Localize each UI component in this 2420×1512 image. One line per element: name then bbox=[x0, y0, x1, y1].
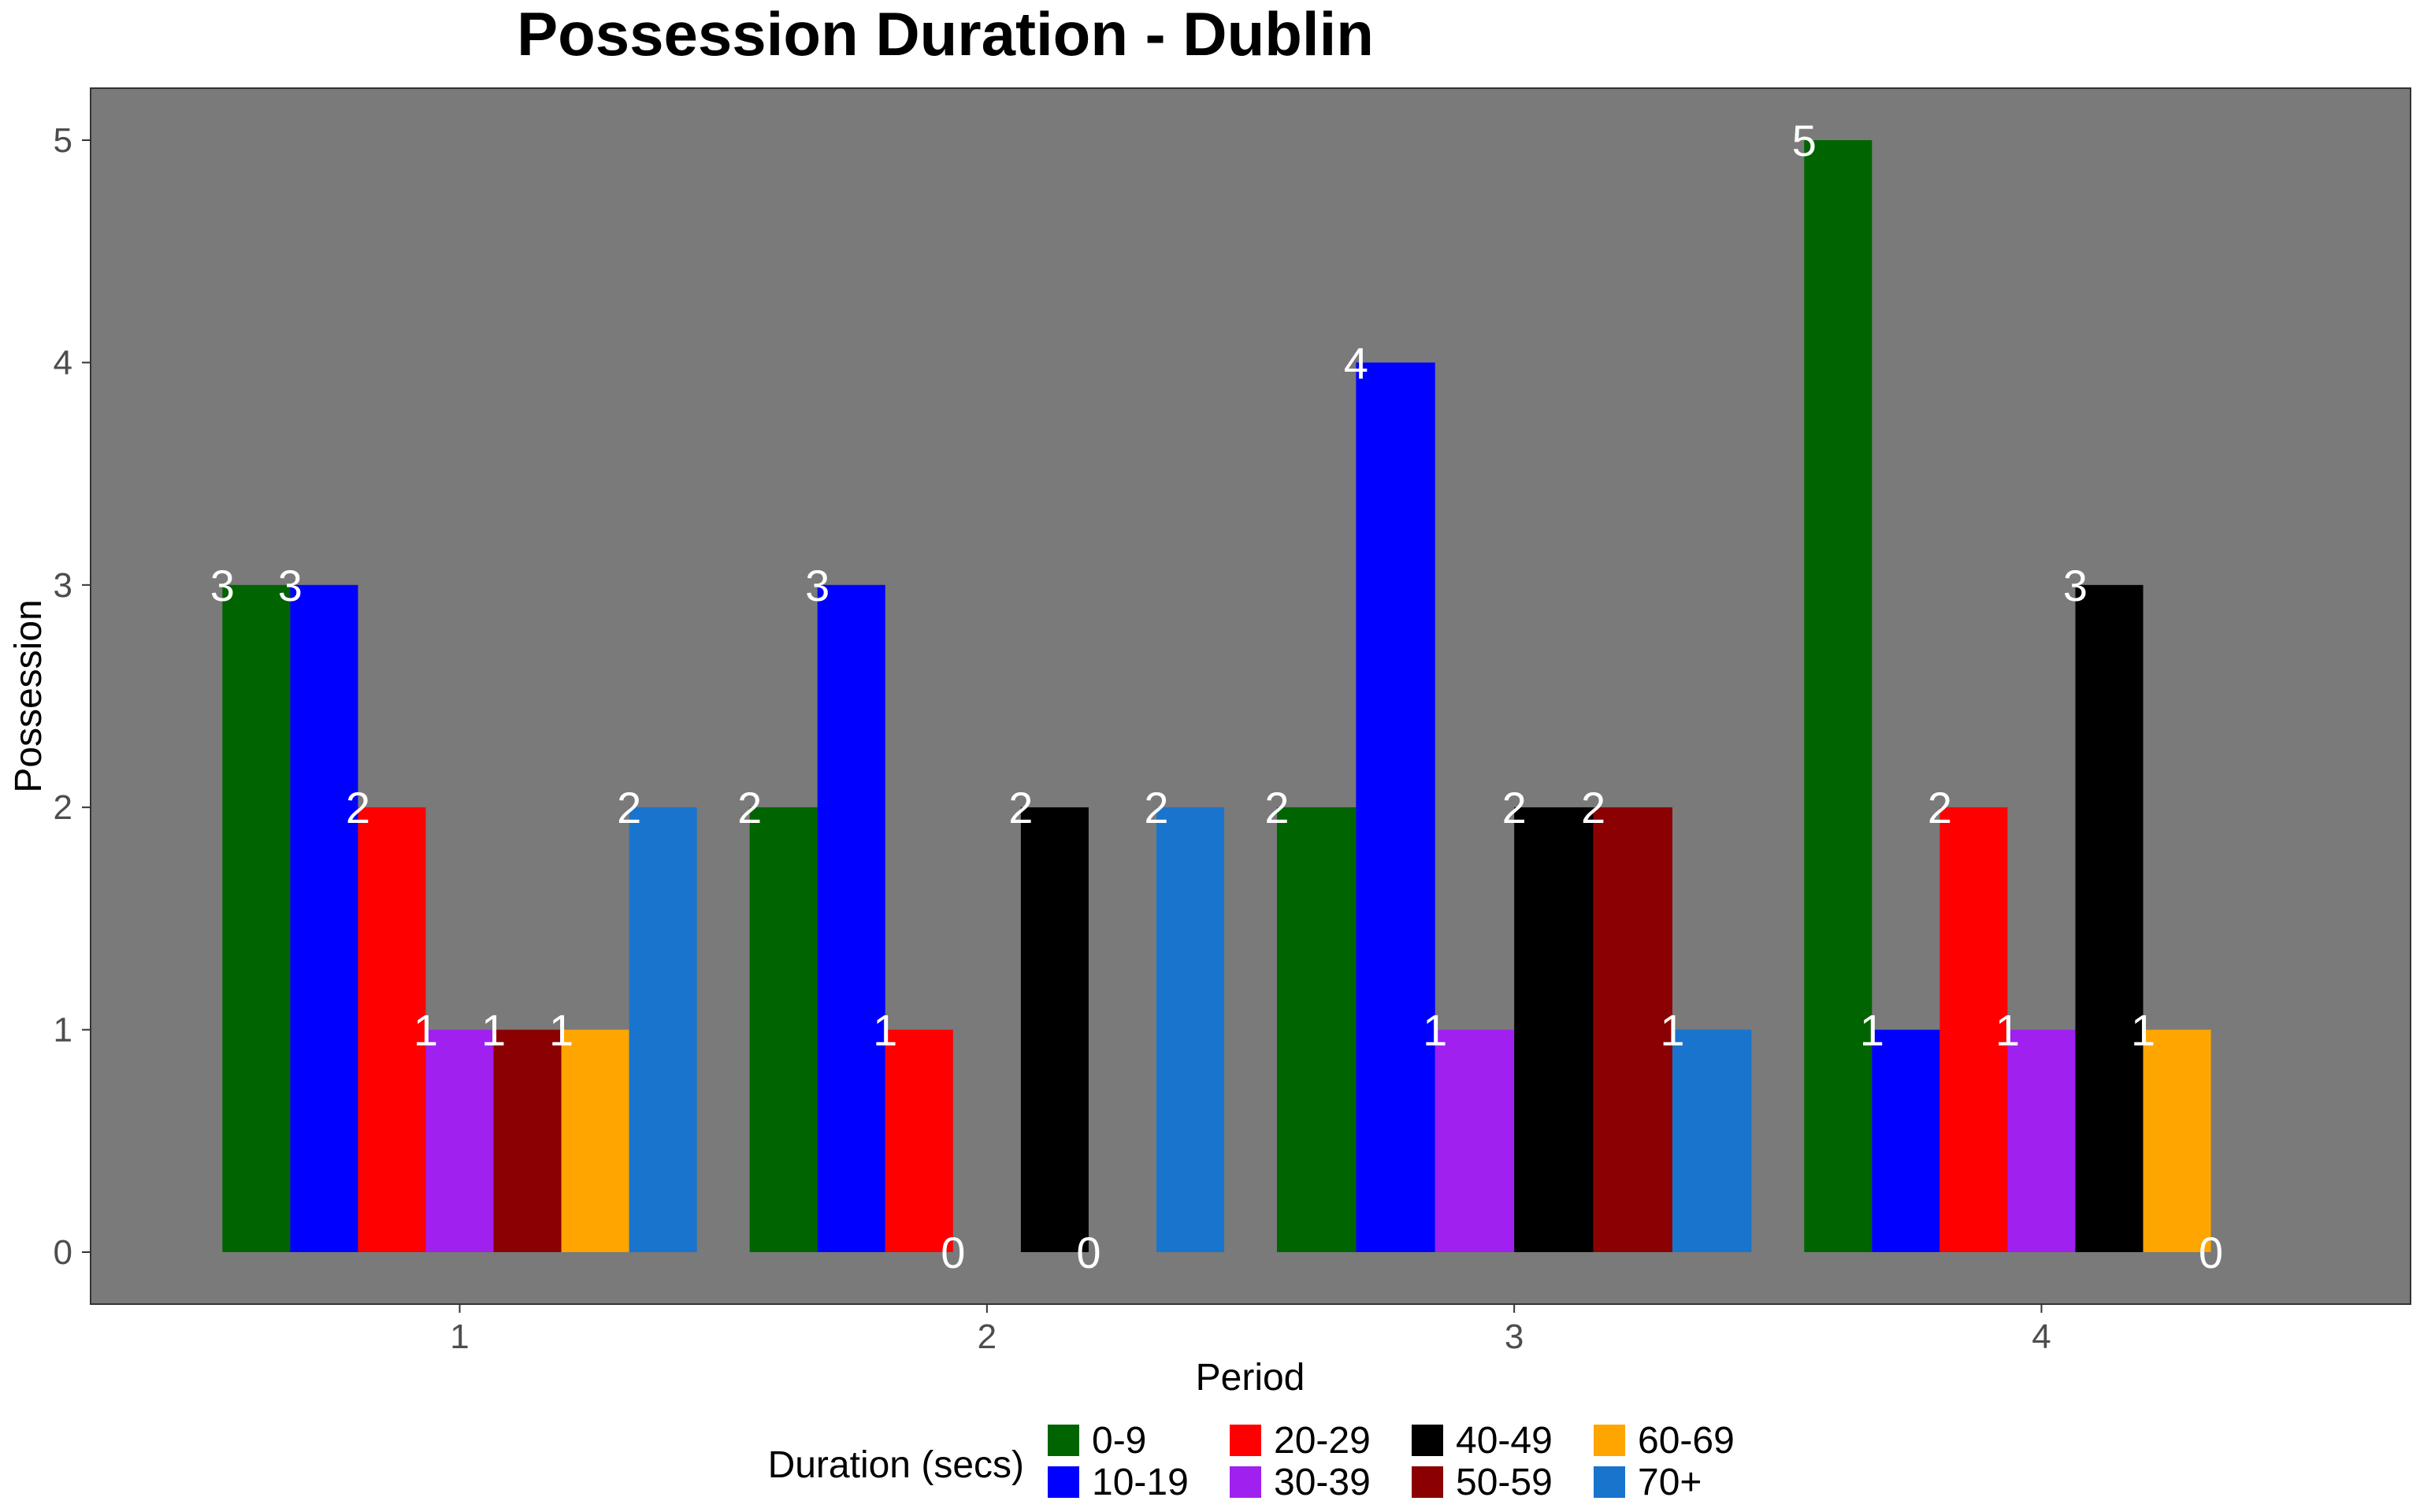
bar bbox=[1939, 807, 2008, 1252]
bar bbox=[817, 584, 885, 1252]
bar bbox=[1593, 807, 1672, 1252]
y-tick-label: 1 bbox=[54, 1011, 72, 1050]
y-tick-label: 3 bbox=[54, 566, 72, 605]
x-tick-label: 4 bbox=[2032, 1317, 2051, 1356]
legend-label: 10-19 bbox=[1092, 1462, 1189, 1503]
bar-value-label: 2 bbox=[346, 783, 370, 832]
y-tick-label: 0 bbox=[54, 1233, 72, 1272]
chart-title: Possession Duration - Dublin bbox=[517, 0, 1374, 69]
bar-value-label: 0 bbox=[941, 1228, 965, 1277]
bar-value-label: 3 bbox=[210, 561, 235, 610]
bar bbox=[749, 807, 818, 1252]
bar-value-label: 4 bbox=[1344, 338, 1368, 387]
bar bbox=[358, 807, 426, 1252]
x-tick-label: 2 bbox=[978, 1317, 997, 1356]
bar bbox=[1672, 1029, 1752, 1252]
legend-key bbox=[1048, 1425, 1079, 1456]
bar bbox=[629, 807, 697, 1252]
bar-value-label: 2 bbox=[1264, 783, 1289, 832]
bar-value-label: 2 bbox=[1928, 783, 1952, 832]
bar bbox=[1276, 807, 1357, 1252]
bar-value-label: 1 bbox=[1423, 1006, 1447, 1055]
bar-value-label: 1 bbox=[1995, 1006, 2020, 1055]
legend-key bbox=[1412, 1425, 1443, 1456]
legend-label: 70+ bbox=[1638, 1462, 1702, 1503]
bar bbox=[885, 1029, 953, 1252]
bar bbox=[2075, 584, 2143, 1252]
x-axis: 1 2 3 4 bbox=[450, 1304, 2051, 1356]
bar-value-label: 2 bbox=[737, 783, 762, 832]
bar bbox=[1514, 807, 1594, 1252]
bar-value-label: 3 bbox=[805, 561, 830, 610]
bar bbox=[222, 584, 291, 1252]
legend-key bbox=[1230, 1425, 1261, 1456]
bar bbox=[561, 1029, 629, 1252]
bar-value-label: 3 bbox=[278, 561, 302, 610]
bar-value-label: 1 bbox=[549, 1006, 573, 1055]
y-axis: 0 1 2 3 4 5 bbox=[54, 121, 91, 1272]
bar bbox=[1435, 1029, 1515, 1252]
bar-value-label: 1 bbox=[873, 1006, 897, 1055]
bar-value-label: 1 bbox=[481, 1006, 506, 1055]
bar bbox=[290, 584, 358, 1252]
y-tick-label: 4 bbox=[54, 343, 72, 382]
bar-value-label: 5 bbox=[1792, 116, 1817, 165]
bar bbox=[2007, 1029, 2076, 1252]
legend-key bbox=[1594, 1466, 1625, 1498]
legend-key bbox=[1230, 1466, 1261, 1498]
legend-label: 20-29 bbox=[1274, 1420, 1371, 1462]
bar-value-label: 2 bbox=[1581, 783, 1605, 832]
x-tick-label: 1 bbox=[450, 1317, 469, 1356]
bar bbox=[1020, 807, 1089, 1252]
legend-key bbox=[1412, 1466, 1443, 1498]
x-tick-label: 3 bbox=[1505, 1317, 1524, 1356]
bar-value-label: 2 bbox=[1502, 783, 1527, 832]
y-tick-label: 5 bbox=[54, 121, 72, 160]
bar-value-label: 1 bbox=[1660, 1006, 1684, 1055]
x-axis-title: Period bbox=[1196, 1357, 1305, 1399]
legend-label: 50-59 bbox=[1456, 1462, 1553, 1503]
bar bbox=[425, 1029, 494, 1252]
legend-label: 40-49 bbox=[1456, 1420, 1553, 1462]
y-tick-label: 2 bbox=[54, 788, 72, 827]
bar bbox=[1804, 140, 1873, 1252]
bar bbox=[1356, 362, 1435, 1252]
bar bbox=[2143, 1029, 2211, 1252]
y-axis-title: Possession bbox=[8, 599, 50, 792]
legend-key bbox=[1048, 1466, 1079, 1498]
bar bbox=[493, 1029, 562, 1252]
bar-value-label: 0 bbox=[1076, 1228, 1101, 1277]
legend-title: Duration (secs) bbox=[768, 1444, 1024, 1486]
bar-value-label: 2 bbox=[1144, 783, 1168, 832]
bar-value-label: 0 bbox=[2199, 1228, 2223, 1277]
bar-value-label: 1 bbox=[2131, 1006, 2155, 1055]
bar-value-label: 2 bbox=[617, 783, 641, 832]
legend-label: 60-69 bbox=[1638, 1420, 1735, 1462]
bar bbox=[1156, 807, 1225, 1252]
bar-value-label: 2 bbox=[1008, 783, 1033, 832]
legend-label: 30-39 bbox=[1274, 1462, 1371, 1503]
legend-label: 0-9 bbox=[1092, 1420, 1146, 1462]
bar-value-label: 1 bbox=[1860, 1006, 1884, 1055]
bar bbox=[1872, 1029, 1940, 1252]
bars bbox=[222, 140, 2211, 1252]
legend-key bbox=[1594, 1425, 1625, 1456]
bar-value-label: 3 bbox=[2063, 561, 2088, 610]
bar-value-label: 1 bbox=[414, 1006, 438, 1055]
